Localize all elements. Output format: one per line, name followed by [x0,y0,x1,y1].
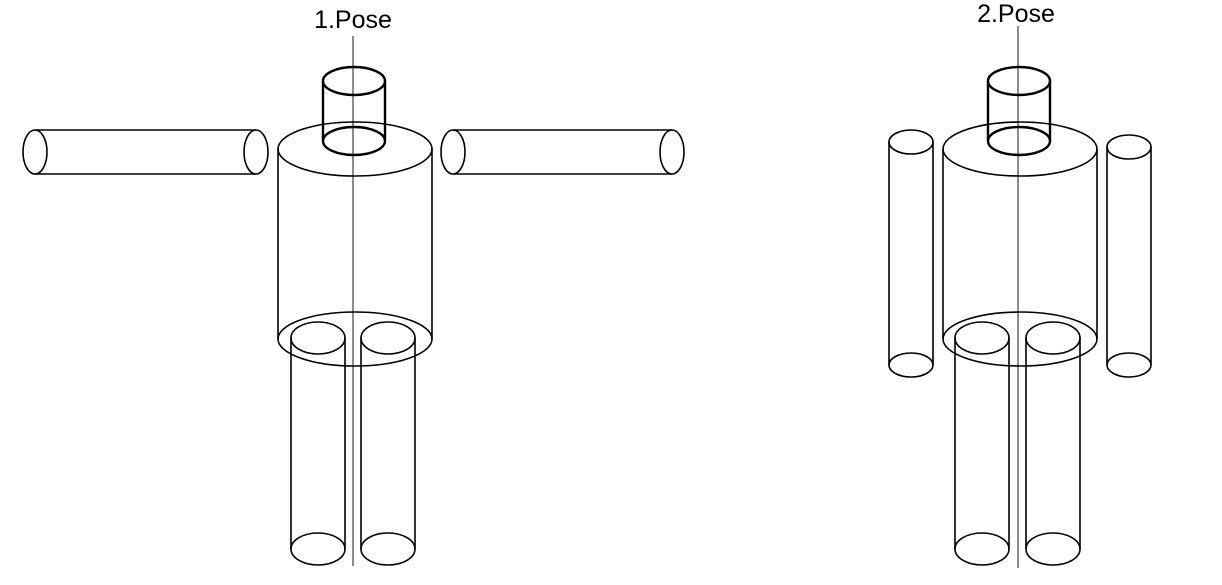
pose-1-head [321,65,387,157]
pose-2-torso [942,121,1098,367]
pose-1-right-arm [440,129,685,175]
pose-2-right-arm [1106,134,1152,378]
pose-2-head [986,65,1052,157]
pose-1-right-leg [360,321,416,566]
pose-2-left-arm [888,129,934,378]
pose-1-label: 1.Pose [314,6,392,34]
pose-1-left-arm [22,129,269,175]
pose-2-label: 2.Pose [977,0,1055,28]
pose-1-torso [277,121,433,367]
figure-pose-2 [888,26,1152,568]
figure-pose-1 [22,36,685,566]
pose-2-right-leg [1025,321,1081,566]
pose-1-left-leg [290,321,346,566]
pose-2-left-leg [954,321,1010,566]
